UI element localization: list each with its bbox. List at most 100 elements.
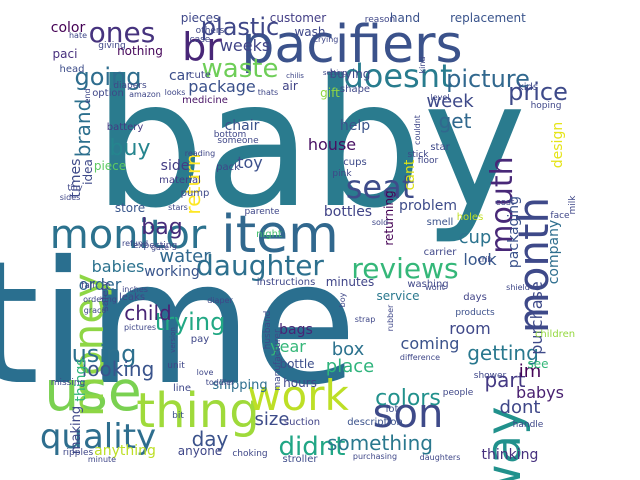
word-expecting: expecting (133, 241, 177, 251)
word-sold: sold (372, 218, 388, 227)
word-box: box (332, 339, 365, 360)
word-im: im (519, 361, 542, 382)
word-money: money (64, 273, 113, 417)
word-item: item (221, 205, 338, 265)
word-suction: suction (284, 417, 320, 428)
word-sides: sides (60, 193, 81, 202)
word-place: place (326, 356, 374, 377)
word-going: going (74, 63, 141, 91)
word-mouth: mouth (485, 156, 520, 253)
word-boy: boy (338, 292, 347, 307)
word-lot: lot (386, 404, 399, 415)
word-ripples: ripples (63, 448, 94, 458)
word-seat: seat (346, 168, 415, 206)
word-leaks: leaks (119, 292, 145, 303)
word-piece: piece (94, 159, 126, 173)
word-floor: floor (418, 156, 439, 166)
word-rubber: rubber (386, 304, 395, 331)
word-year: year (270, 337, 306, 356)
word-kids: kids (518, 82, 538, 93)
word-idea: idea (81, 159, 95, 185)
word-description: description (347, 417, 403, 428)
word-shield: shield (506, 283, 530, 292)
word-bottle: bottle (279, 357, 314, 371)
word-gift: gift (320, 86, 340, 100)
word-room: room (449, 319, 490, 338)
word-toy: toy (237, 153, 263, 172)
word-stroller: stroller (283, 454, 319, 465)
word-graco: graco (84, 306, 107, 315)
word-picture: picture (446, 65, 530, 93)
word-people: people (443, 388, 474, 398)
word-water: water (159, 246, 211, 267)
word-purchase: purchase (527, 281, 546, 354)
word-working: working (144, 264, 200, 280)
word-bags: bags (279, 322, 313, 338)
word-pink: pink (332, 169, 352, 179)
word-chilis: chilis (286, 72, 304, 80)
word-son: son (373, 391, 444, 437)
word-looking: looking (82, 357, 155, 381)
word-stars: stars (168, 203, 188, 212)
word-love: love (197, 368, 214, 377)
word-house: house (308, 135, 356, 154)
word-month: month (509, 197, 558, 333)
word-days: days (463, 292, 487, 303)
word-material: material (159, 175, 201, 186)
word-company: company (546, 220, 562, 285)
word-return: return (181, 153, 205, 214)
word-star: star (430, 142, 450, 153)
word-cost: cost (496, 198, 515, 208)
word-difference: difference (400, 353, 440, 362)
word-day: day (192, 427, 229, 451)
word-hate: hate (69, 31, 87, 40)
word-toddler: toddler (206, 378, 235, 387)
word-couldnt: couldnt (413, 115, 422, 145)
word-diaper: diaper (207, 296, 233, 305)
word-choking: choking (232, 449, 267, 459)
word-end: end (83, 88, 92, 103)
word-ordering: ordering (83, 295, 117, 304)
word-crib: crib (478, 255, 493, 264)
word-babys: babys (516, 383, 564, 402)
word-color: color (51, 20, 86, 36)
word-amazon: amazon (129, 90, 161, 99)
word-size: size (255, 409, 290, 430)
word-daughters: daughters (420, 453, 461, 462)
word-unit: unit (167, 361, 185, 371)
word-bottom: bottom (214, 130, 247, 140)
word-thinking: thinking (482, 447, 539, 463)
word-shape: shape (340, 84, 370, 95)
word-parente: parente (244, 207, 280, 217)
word-instructions: instructions (257, 277, 316, 288)
word-order: order (79, 275, 122, 294)
word-stick: stick (408, 150, 430, 160)
word-level: level (430, 93, 449, 102)
word-times: times (68, 159, 84, 198)
word-something: something (327, 431, 433, 455)
word-design: design (550, 122, 566, 168)
word-colors: colors (375, 386, 441, 411)
word-thats: thats (258, 88, 278, 97)
word-using: using (72, 340, 137, 368)
word-get: get (439, 109, 472, 133)
word-carrier: carrier (424, 247, 458, 258)
word-service: service (377, 289, 420, 303)
word-pieces: pieces (181, 11, 220, 25)
word-battery: battery (107, 122, 144, 133)
word-others: others (196, 26, 225, 36)
word-giving: giving (98, 41, 125, 51)
word-looks: looks (165, 88, 186, 97)
word-see: see (527, 357, 548, 371)
word-missing: missing (51, 378, 86, 388)
word-anything: anything (94, 443, 156, 459)
word-paci: paci (53, 47, 78, 61)
word-washing: washing (407, 279, 448, 290)
word-packaging: packaging (506, 196, 522, 268)
word-case: case (190, 35, 211, 45)
word-plastic: plastic (201, 13, 279, 41)
word-doesnt: doesnt (343, 57, 452, 95)
word-use: use (44, 359, 141, 423)
word-hoping: hoping (531, 101, 562, 111)
word-diapers: diapers (113, 81, 147, 91)
